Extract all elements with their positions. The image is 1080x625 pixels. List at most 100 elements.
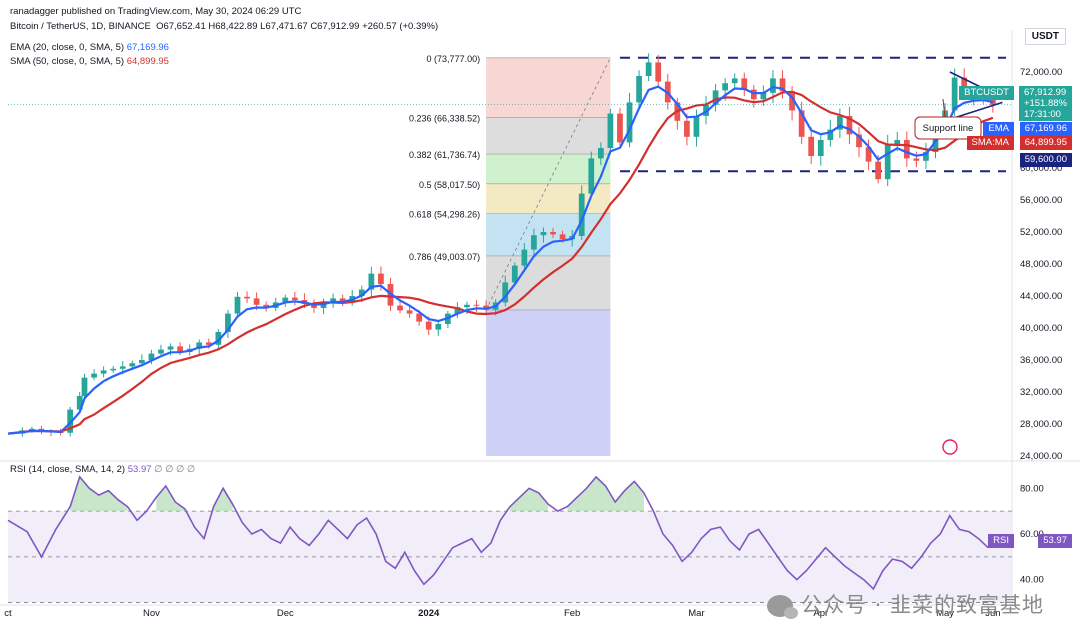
price-axis-tick: 60,000.00 (1020, 163, 1062, 174)
candle-body (76, 396, 83, 410)
rsi-legend[interactable]: RSI (14, close, SMA, 14, 2) 53.97 ∅ ∅ ∅ … (10, 464, 195, 476)
support-line-callout (914, 116, 982, 140)
wechat-icon (766, 595, 798, 619)
rsi-overbought-fill (596, 476, 606, 512)
ema-label: EMA (20, close, 0, SMA, 5) (10, 42, 125, 53)
rsi-overbought-fill (634, 481, 644, 512)
price-axis-tick: 52,000.00 (1020, 227, 1062, 238)
candle-body (722, 83, 729, 91)
candle-body (923, 152, 929, 161)
candle-body (645, 62, 652, 76)
candle-body (703, 104, 709, 116)
candle-body (779, 78, 786, 92)
candle-body (750, 89, 757, 100)
ema-tag-name: EMA (983, 122, 1014, 136)
candle-body (511, 265, 518, 283)
candle-body (789, 91, 795, 111)
candle-body (320, 303, 327, 308)
last-price-tag: 67,912.99 +151.88% 17:31:00 (1018, 86, 1072, 121)
candle-body (617, 113, 623, 143)
fib-level-label: 0.5 (58,017.50) (419, 180, 480, 190)
fib-level-label: 0 (73,777.00) (427, 54, 481, 64)
ema-tag-value: 67,169.96 (1019, 122, 1072, 136)
rsi-overbought-fill (529, 488, 539, 512)
candle-body (397, 305, 403, 311)
price-axis-tick: 24,000.00 (1020, 451, 1062, 462)
candle-body (464, 304, 470, 308)
rsi-extra: ∅ ∅ ∅ ∅ (154, 464, 196, 475)
rsi-overbought-fill (519, 488, 530, 512)
candle-body (244, 296, 250, 299)
rsi-overbought-fill (223, 488, 233, 512)
candle-body (588, 158, 595, 194)
rsi-overbought-fill (156, 486, 166, 512)
rsi-overbought-fill (576, 488, 587, 512)
fib-zone (486, 309, 611, 456)
time-axis-tick: ct (4, 608, 12, 619)
price-axis-tick: 40,000.00 (1020, 323, 1062, 334)
candle-body (550, 232, 556, 235)
candle-body (770, 78, 776, 93)
candle-body (158, 349, 164, 354)
rsi-axis-tick: 60.00 (1020, 529, 1044, 540)
candle-body (148, 353, 155, 360)
symbol-text: Bitcoin / TetherUS, 1D, BINANCE (10, 21, 151, 32)
candle-body (712, 90, 719, 105)
candle-body (741, 78, 748, 90)
currency-label[interactable]: USDT (1024, 28, 1066, 45)
fib-zone (486, 57, 611, 118)
candle-body (531, 235, 537, 250)
publisher-line: ranadagger published on TradingView.com,… (10, 6, 301, 18)
price-axis-tick: 32,000.00 (1020, 387, 1062, 398)
candle-body (368, 273, 375, 290)
last-change: +151.88% (1023, 98, 1067, 109)
candle-body (837, 116, 843, 130)
candle-body (808, 136, 815, 156)
rsi-overbought-fill (615, 490, 625, 512)
symbol-price-tag: BTCUSDT (959, 86, 1014, 100)
candle-body (626, 102, 633, 143)
sma-label: SMA (50, close, 0, SMA, 5) (10, 56, 125, 67)
candle-body (205, 342, 212, 345)
candle-body (358, 289, 365, 296)
time-axis-tick: Nov (143, 608, 160, 619)
candle-body (91, 373, 97, 378)
candle-body (177, 346, 183, 352)
candle-body (378, 273, 384, 284)
watermark: 公众号 · 韭菜的致富基地 (766, 589, 1044, 619)
candle-body (225, 313, 231, 332)
candle-body (234, 296, 241, 314)
rsi-overbought-fill (567, 497, 577, 512)
candle-body (875, 161, 882, 180)
price-axis-tick: 28,000.00 (1020, 419, 1062, 430)
candle-body (655, 62, 662, 82)
candle-body (894, 140, 901, 145)
ema-legend[interactable]: EMA (20, close, 0, SMA, 5) 67,169.96 (10, 42, 169, 54)
ema-value: 67,169.96 (126, 42, 169, 53)
candle-body (578, 193, 585, 236)
ema-20-line (7, 85, 994, 435)
candle-body (559, 234, 566, 240)
candle-body (856, 134, 862, 148)
candle-body (67, 409, 74, 433)
candle-body (884, 144, 891, 180)
fib-level-label: 0.382 (61,736.74) (409, 150, 480, 160)
price-axis-tick: 72,000.00 (1020, 67, 1062, 78)
candle-body (827, 129, 834, 140)
sma-legend[interactable]: SMA (50, close, 0, SMA, 5) 64,899.95 (10, 56, 169, 68)
time-axis-tick: Jun (985, 608, 1000, 619)
candle-body (110, 368, 117, 371)
candle-body (196, 342, 203, 349)
price-axis-tick: 48,000.00 (1020, 259, 1062, 270)
candle-body (865, 147, 872, 162)
candle-body (607, 113, 614, 148)
candle-body (798, 110, 805, 137)
candle-body (138, 360, 145, 364)
candle-body (961, 77, 968, 95)
candle-body (100, 370, 107, 374)
fib-zone (486, 213, 611, 256)
last-countdown: 17:31:00 (1023, 109, 1061, 120)
time-axis-tick: Dec (277, 608, 294, 619)
candle-body (339, 298, 346, 303)
